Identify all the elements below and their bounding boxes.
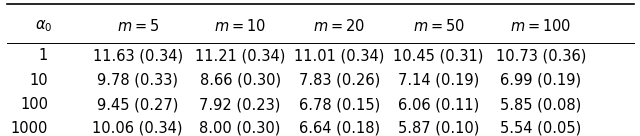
Text: 5.85 (0.08): 5.85 (0.08) <box>500 97 582 112</box>
Text: 9.45 (0.27): 9.45 (0.27) <box>97 97 179 112</box>
Text: $m = 20$: $m = 20$ <box>314 18 365 34</box>
Text: 6.06 (0.11): 6.06 (0.11) <box>398 97 479 112</box>
Text: 10.73 (0.36): 10.73 (0.36) <box>495 48 586 63</box>
Text: 6.64 (0.18): 6.64 (0.18) <box>299 121 380 136</box>
Text: 11.21 (0.34): 11.21 (0.34) <box>195 48 285 63</box>
Text: 8.00 (0.30): 8.00 (0.30) <box>200 121 281 136</box>
Text: 11.63 (0.34): 11.63 (0.34) <box>93 48 183 63</box>
Text: 5.87 (0.10): 5.87 (0.10) <box>398 121 479 136</box>
Text: 7.92 (0.23): 7.92 (0.23) <box>200 97 281 112</box>
Text: 11.01 (0.34): 11.01 (0.34) <box>294 48 385 63</box>
Text: 9.78 (0.33): 9.78 (0.33) <box>97 73 178 88</box>
Text: $m = 100$: $m = 100$ <box>510 18 572 34</box>
Text: 8.66 (0.30): 8.66 (0.30) <box>200 73 281 88</box>
Text: 5.54 (0.05): 5.54 (0.05) <box>500 121 582 136</box>
Text: 10.06 (0.34): 10.06 (0.34) <box>93 121 183 136</box>
Text: 100: 100 <box>20 97 48 112</box>
Text: 1000: 1000 <box>11 121 48 136</box>
Text: $m = 50$: $m = 50$ <box>413 18 465 34</box>
Text: 10: 10 <box>29 73 48 88</box>
Text: $m = 5$: $m = 5$ <box>116 18 159 34</box>
Text: 6.99 (0.19): 6.99 (0.19) <box>500 73 581 88</box>
Text: 1: 1 <box>39 48 48 63</box>
Text: 7.14 (0.19): 7.14 (0.19) <box>398 73 479 88</box>
Text: $\alpha_0$: $\alpha_0$ <box>35 18 52 34</box>
Text: $m = 10$: $m = 10$ <box>214 18 266 34</box>
Text: 10.45 (0.31): 10.45 (0.31) <box>393 48 484 63</box>
Text: 7.83 (0.26): 7.83 (0.26) <box>299 73 380 88</box>
Text: 6.78 (0.15): 6.78 (0.15) <box>299 97 380 112</box>
